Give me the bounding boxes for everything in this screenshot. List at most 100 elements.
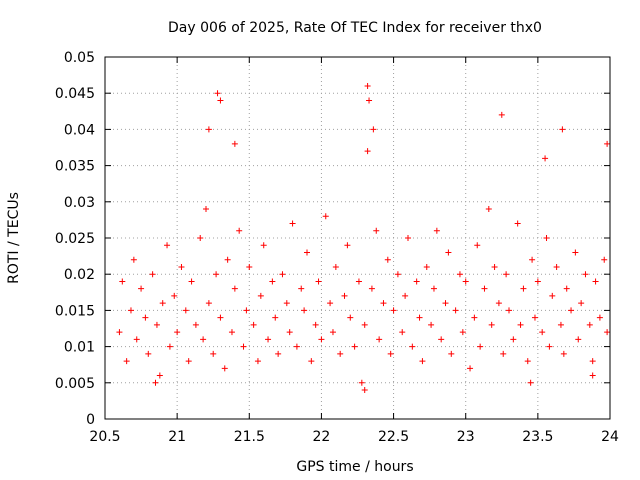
data-point bbox=[358, 379, 365, 386]
data-point bbox=[438, 336, 445, 343]
data-point bbox=[185, 358, 192, 365]
y-tick-label: 0.03 bbox=[64, 195, 95, 211]
data-point bbox=[445, 249, 452, 256]
data-point bbox=[520, 285, 527, 292]
data-point bbox=[159, 300, 166, 307]
data-point bbox=[527, 379, 534, 386]
data-point bbox=[315, 278, 322, 285]
data-point bbox=[589, 358, 596, 365]
data-point bbox=[471, 314, 478, 321]
data-point bbox=[474, 242, 481, 249]
x-tick-label: 20.5 bbox=[89, 429, 120, 445]
data-point bbox=[529, 256, 536, 263]
data-point bbox=[514, 220, 521, 227]
x-tick-label: 22 bbox=[313, 429, 331, 445]
data-point bbox=[399, 329, 406, 336]
data-point bbox=[604, 140, 611, 147]
data-point bbox=[217, 314, 224, 321]
data-point bbox=[200, 336, 207, 343]
data-point bbox=[279, 271, 286, 278]
axis-ticks: 20.5 21 21.5 22 22.5 23 23.5 24 0 0.005 0.01 0.015 0… bbox=[55, 50, 619, 445]
data-point bbox=[119, 278, 126, 285]
data-point bbox=[428, 321, 435, 328]
grid-lines bbox=[105, 57, 610, 419]
x-tick-label: 21.5 bbox=[234, 429, 265, 445]
data-point bbox=[221, 365, 228, 372]
data-point bbox=[265, 336, 272, 343]
data-point bbox=[423, 263, 430, 270]
data-point bbox=[205, 126, 212, 133]
data-point bbox=[205, 300, 212, 307]
data-point bbox=[592, 278, 599, 285]
data-point bbox=[127, 307, 134, 314]
data-point bbox=[387, 350, 394, 357]
data-point bbox=[557, 321, 564, 328]
data-point bbox=[568, 307, 575, 314]
data-point bbox=[442, 300, 449, 307]
data-point bbox=[503, 271, 510, 278]
data-point bbox=[138, 285, 145, 292]
y-tick-label: 0.025 bbox=[55, 231, 95, 247]
data-point bbox=[231, 140, 238, 147]
data-point bbox=[491, 263, 498, 270]
x-tick-label: 21 bbox=[168, 429, 186, 445]
x-tick-label: 22.5 bbox=[378, 429, 409, 445]
data-point bbox=[236, 227, 243, 234]
data-point bbox=[269, 278, 276, 285]
data-point bbox=[130, 256, 137, 263]
data-point bbox=[589, 372, 596, 379]
y-axis-label: ROTI / TECUs bbox=[6, 192, 22, 284]
y-tick-label: 0.02 bbox=[64, 267, 95, 283]
data-point bbox=[231, 285, 238, 292]
data-point bbox=[178, 263, 185, 270]
data-point bbox=[373, 227, 380, 234]
data-point bbox=[370, 126, 377, 133]
data-point bbox=[214, 90, 221, 97]
data-point bbox=[289, 220, 296, 227]
data-point bbox=[433, 227, 440, 234]
data-point bbox=[272, 314, 279, 321]
data-point bbox=[149, 271, 156, 278]
data-point bbox=[524, 358, 531, 365]
data-point bbox=[283, 300, 290, 307]
data-point bbox=[462, 278, 469, 285]
data-point bbox=[145, 350, 152, 357]
data-point bbox=[539, 329, 546, 336]
chart-title: Day 006 of 2025, Rate Of TEC Index for r… bbox=[168, 20, 542, 36]
data-point bbox=[203, 206, 209, 213]
data-point bbox=[601, 256, 608, 263]
data-point bbox=[361, 387, 368, 394]
data-point bbox=[572, 249, 579, 256]
data-point bbox=[456, 271, 463, 278]
data-point bbox=[498, 111, 505, 118]
data-point bbox=[582, 271, 589, 278]
data-point bbox=[164, 242, 171, 249]
data-point bbox=[366, 97, 373, 104]
plot-frame bbox=[104, 56, 611, 420]
data-point bbox=[488, 321, 495, 328]
data-point bbox=[405, 235, 411, 241]
data-point bbox=[510, 336, 517, 343]
data-point bbox=[341, 292, 348, 299]
data-point bbox=[123, 358, 130, 365]
data-point bbox=[153, 321, 160, 328]
data-points bbox=[116, 82, 611, 394]
y-tick-label: 0 bbox=[86, 412, 95, 428]
data-point bbox=[506, 307, 512, 314]
data-point bbox=[416, 314, 423, 321]
data-point bbox=[257, 292, 264, 299]
data-point bbox=[553, 263, 560, 270]
data-point bbox=[543, 235, 550, 241]
data-point bbox=[152, 379, 159, 386]
data-point bbox=[228, 329, 235, 336]
data-point bbox=[578, 300, 585, 307]
data-point bbox=[384, 256, 391, 263]
data-point bbox=[534, 278, 541, 285]
data-point bbox=[560, 350, 567, 357]
data-point bbox=[546, 343, 553, 350]
data-point bbox=[596, 314, 603, 321]
data-point bbox=[327, 300, 334, 307]
data-point bbox=[224, 256, 231, 263]
data-point bbox=[142, 314, 149, 321]
